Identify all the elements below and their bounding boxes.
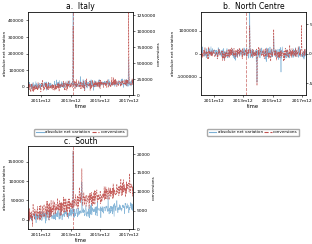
Y-axis label: absolute net variation: absolute net variation bbox=[171, 31, 175, 76]
X-axis label: time: time bbox=[74, 104, 86, 109]
X-axis label: time: time bbox=[247, 104, 260, 109]
Y-axis label: absolute net variation: absolute net variation bbox=[3, 31, 7, 76]
Y-axis label: absolute net variation: absolute net variation bbox=[2, 165, 7, 211]
Legend: absolute net variation, conversions: absolute net variation, conversions bbox=[34, 129, 127, 136]
Legend: absolute net variation, conversions: absolute net variation, conversions bbox=[207, 129, 300, 136]
Y-axis label: conversions: conversions bbox=[157, 41, 161, 66]
Title: a.  Italy: a. Italy bbox=[66, 2, 95, 11]
X-axis label: time: time bbox=[74, 238, 86, 243]
Title: b.  North Centre: b. North Centre bbox=[222, 2, 284, 11]
Title: c.  South: c. South bbox=[64, 137, 97, 146]
Y-axis label: conversions: conversions bbox=[152, 176, 156, 200]
